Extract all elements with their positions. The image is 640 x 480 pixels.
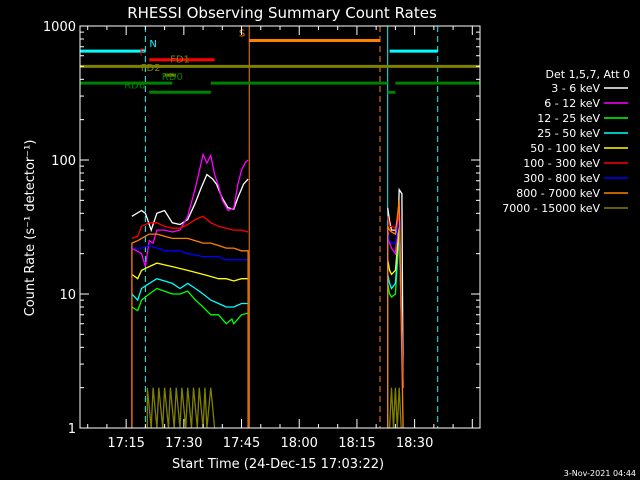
chart-title: RHESSI Observing Summary Count Rates: [127, 4, 437, 22]
flag-label-fd1: FD1: [170, 54, 190, 65]
legend-header: Det 1,5,7, Att 0: [546, 68, 630, 81]
legend-label: 50 - 100 keV: [530, 142, 600, 155]
series-line-6: [131, 244, 249, 261]
x-axis-label: Start Time (24-Dec-15 17:03:22): [172, 457, 384, 472]
x-tick-label: 17:30: [165, 436, 202, 451]
flag-label-fd2: FD2: [141, 63, 161, 74]
flag-label-rd0: RD0: [162, 72, 183, 83]
series-line-7: [387, 200, 404, 429]
flag-label-rd6: RD6: [124, 80, 145, 91]
series-line-8: [388, 387, 402, 429]
x-tick-label: 17:15: [107, 436, 144, 451]
y-tick-label: 10: [59, 288, 76, 303]
flag-label-f: F: [139, 48, 145, 59]
legend-label: 6 - 12 keV: [544, 97, 600, 110]
series-lines: [131, 152, 404, 429]
legend-label: 300 - 800 keV: [523, 172, 600, 185]
y-tick-label: 1000: [43, 20, 76, 35]
y-axis-label: Count Rate (s⁻¹ detector⁻¹): [23, 140, 38, 317]
series-line-2: [131, 287, 249, 325]
x-tick-label: 17:45: [223, 436, 260, 451]
series-line-0: [131, 173, 249, 233]
series-line-1: [131, 152, 249, 267]
flag-label-n: N: [149, 39, 156, 50]
legend-label: 25 - 50 keV: [537, 127, 600, 140]
x-tick-label: 18:15: [338, 436, 375, 451]
series-line-7: [131, 233, 249, 428]
footer-timestamp: 3-Nov-2021 04:44: [564, 469, 636, 478]
y-tick-label: 1: [68, 422, 76, 437]
series-line-4: [131, 262, 249, 282]
y-tick-label: 100: [51, 154, 76, 169]
flag-label-s: S: [239, 28, 245, 39]
legend-label: 12 - 25 keV: [537, 112, 600, 125]
legend: 3 - 6 keV 6 - 12 keV 12 - 25 keV 25 - 50 ke…: [502, 82, 628, 215]
x-tick-label: 18:30: [396, 436, 433, 451]
series-line-5: [131, 215, 249, 240]
series-line-3: [131, 277, 249, 308]
legend-label: 7000 - 15000 keV: [502, 202, 600, 215]
legend-label: 3 - 6 keV: [551, 82, 600, 95]
series-line-8: [146, 387, 216, 429]
legend-label: 100 - 300 keV: [523, 157, 600, 170]
legend-label: 800 - 7000 keV: [516, 187, 600, 200]
axes: 1 10 100 1000 17:15 17:30 17:45 18:00 18:15 18:30: [43, 20, 481, 451]
x-tick-label: 18:00: [280, 436, 317, 451]
